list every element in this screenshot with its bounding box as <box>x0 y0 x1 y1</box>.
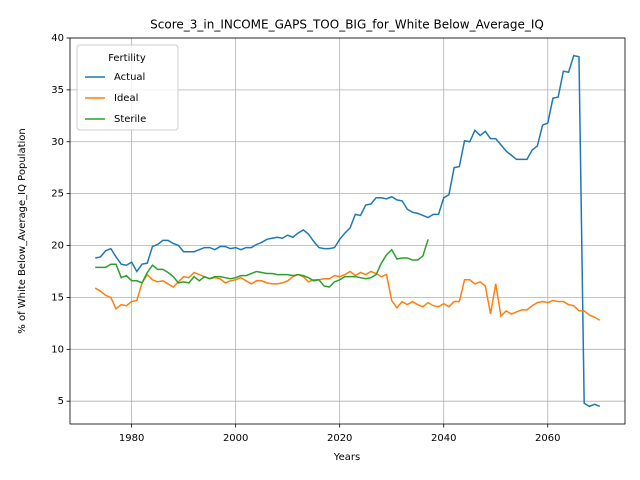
y-tick-label: 25 <box>51 189 64 200</box>
series-line <box>95 239 429 288</box>
chart-title: Score_3_in_INCOME_GAPS_TOO_BIG_for_White… <box>150 18 544 32</box>
y-tick-label: 5 <box>58 396 64 407</box>
series-line <box>95 54 601 408</box>
legend-label: Actual <box>114 72 145 83</box>
x-axis-label: Years <box>333 452 360 463</box>
y-tick-label: 10 <box>51 344 64 355</box>
legend-title: Fertility <box>108 53 146 64</box>
legend-label: Sterile <box>114 114 146 125</box>
x-tick-label: 2060 <box>535 433 560 444</box>
legend-box <box>76 44 179 131</box>
y-tick-label: 40 <box>51 33 64 44</box>
x-tick-label: 2040 <box>431 433 456 444</box>
y-tick-label: 15 <box>51 292 64 303</box>
legend-label: Ideal <box>114 93 138 104</box>
x-tick-label: 2000 <box>223 433 248 444</box>
y-axis-label: % of White Below_Average_IQ Population <box>17 128 28 333</box>
x-tick-label: 2020 <box>327 433 352 444</box>
series-line <box>94 270 601 321</box>
y-tick-label: 20 <box>51 241 64 252</box>
x-tick-label: 1980 <box>119 433 144 444</box>
legend: Fertility Actual Ideal Sterile <box>76 44 179 131</box>
plot-frame <box>69 37 626 425</box>
y-tick-label: 30 <box>51 137 64 148</box>
y-tick-label: 35 <box>51 85 64 96</box>
